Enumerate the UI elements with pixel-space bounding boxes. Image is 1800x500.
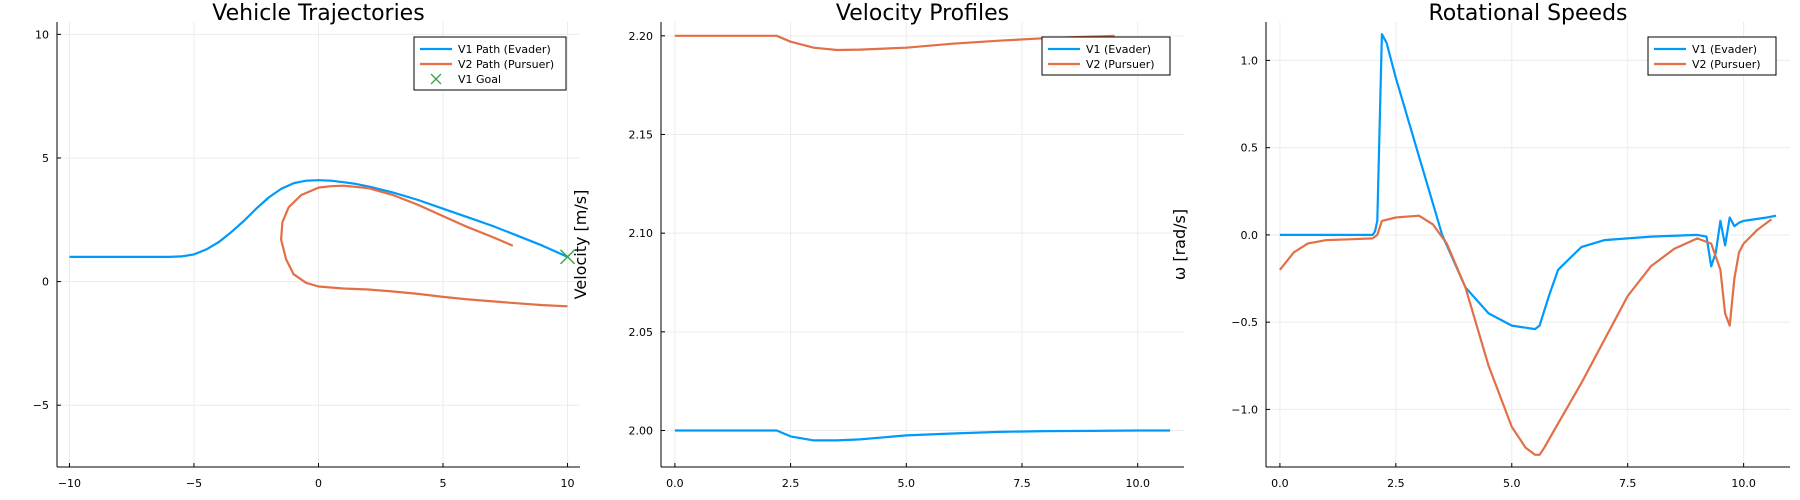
x-tick-label: 2.5 xyxy=(782,477,800,490)
x-tick-label: 2.5 xyxy=(1387,477,1405,490)
panel-vehicle-trajectories: Vehicle Trajectories −10 −5 0 5 10 −5 0 5 10 V1 P… xyxy=(33,1,580,490)
y-tick-label: 5 xyxy=(42,152,49,165)
x-tick-label: 10.0 xyxy=(1125,477,1150,490)
goal-marker-stroke xyxy=(560,249,576,265)
x-tick-label: 5 xyxy=(440,477,447,490)
series-line-2 xyxy=(1279,214,1773,456)
x-tick-label: 10.0 xyxy=(1731,477,1756,490)
legend: V1 (Evader) V2 (Pursuer) xyxy=(1647,36,1777,76)
legend-box xyxy=(1041,36,1171,76)
legend: V1 Path (Evader) V2 Path (Pursuer) V1 Goal xyxy=(413,36,567,91)
y-axis-label: Velocity [m/s] xyxy=(571,190,590,300)
legend-label: V2 (Pursuer) xyxy=(1692,58,1761,71)
y-axis-label: ω [rad/s] xyxy=(1170,209,1189,280)
x-tick-label: 5.0 xyxy=(1503,477,1521,490)
chart-title: Rotational Speeds xyxy=(1428,1,1627,26)
y-tick-label: 2.20 xyxy=(629,30,654,43)
y-tick-label: −5 xyxy=(33,399,49,412)
x-tick-label: −5 xyxy=(186,477,202,490)
series-line-2 xyxy=(280,184,568,308)
y-tick-label: 1.0 xyxy=(1241,54,1259,67)
y-tick-label: 0.0 xyxy=(1241,229,1259,242)
legend-label: V2 Path (Pursuer) xyxy=(458,58,554,71)
goal-marker xyxy=(560,249,576,265)
y-tick-label: 10 xyxy=(35,28,49,41)
legend: V1 (Evader) V2 (Pursuer) xyxy=(1041,36,1171,76)
legend-marker xyxy=(430,73,442,85)
y-tick-label: 2.10 xyxy=(629,227,654,240)
panel-rotational-speeds: Rotational Speeds ω [rad/s] 0.0 2.5 5.0 7.5… xyxy=(1170,1,1790,490)
series-line-1 xyxy=(1279,33,1777,331)
legend-label: V2 (Pursuer) xyxy=(1086,58,1155,71)
y-tick-label: 2.00 xyxy=(629,424,654,437)
x-tick-label: 7.5 xyxy=(1619,477,1637,490)
x-tick-label: 7.5 xyxy=(1013,477,1031,490)
panel-velocity-profiles: Velocity Profiles Velocity [m/s] 0.0 2.5 5… xyxy=(571,1,1184,490)
x-tick-label: 0.0 xyxy=(1271,477,1289,490)
y-tick-label: 2.15 xyxy=(629,128,654,141)
series-line-1 xyxy=(674,429,1171,442)
x-tick-label: −10 xyxy=(58,477,81,490)
series-line-1 xyxy=(69,179,568,258)
x-tick-label: 0 xyxy=(315,477,322,490)
legend-label: V1 Path (Evader) xyxy=(458,43,551,56)
x-tick-label: 0.0 xyxy=(666,477,684,490)
x-tick-label: 10 xyxy=(561,477,575,490)
legend-label: V1 Goal xyxy=(458,73,501,86)
x-tick-label: 5.0 xyxy=(898,477,916,490)
chart-title: Velocity Profiles xyxy=(836,1,1009,26)
y-tick-label: −1.0 xyxy=(1231,403,1258,416)
legend-label: V1 (Evader) xyxy=(1692,43,1757,56)
legend-label: V1 (Evader) xyxy=(1086,43,1151,56)
y-tick-label: 0 xyxy=(42,276,49,289)
legend-box xyxy=(1647,36,1777,76)
y-tick-label: 2.05 xyxy=(629,326,654,339)
y-tick-label: −0.5 xyxy=(1231,316,1258,329)
series-line-2 xyxy=(674,34,1115,52)
chart-title: Vehicle Trajectories xyxy=(212,1,424,26)
y-tick-label: 0.5 xyxy=(1241,142,1259,155)
